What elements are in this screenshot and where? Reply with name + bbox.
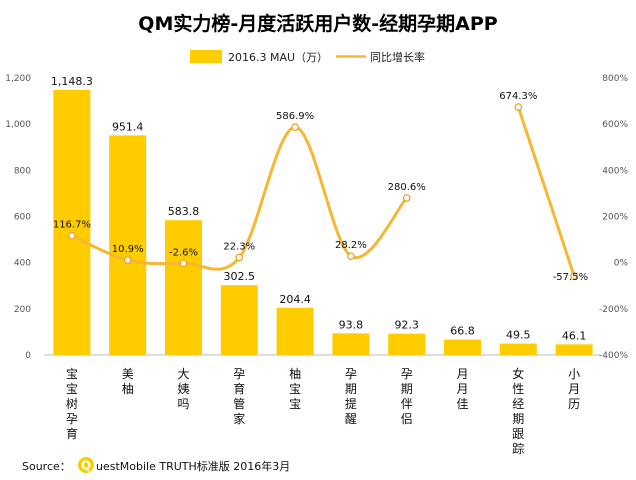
chart-title: QM实力榜-月度活跃用户数-经期孕期APP	[138, 12, 497, 35]
left-tick-label: 200	[14, 305, 31, 315]
category-label: 孕期伴侣	[401, 367, 413, 426]
growth-line-group: 116.7% 10.9% -2.6% 22.3% 586.9% 28.2% 280.6% 67…	[53, 91, 588, 283]
source-line: Source： Q uestMobile TRUTH标准版 2016年3月	[22, 457, 290, 473]
bar-value-label: 1,148.3	[51, 75, 93, 88]
left-tick-label: 0	[25, 351, 31, 361]
category-label: 宝宝树孕育	[66, 367, 78, 441]
bars-group	[53, 89, 593, 355]
bar-value-label: 204.4	[279, 293, 311, 306]
bar-labels-group: 1,148.3 951.4 583.8 302.5 204.4 93.8 92.3 66.8 4…	[51, 75, 586, 342]
growth-point	[347, 252, 355, 260]
growth-point	[123, 256, 132, 264]
category-label: 孕育管家	[233, 367, 245, 426]
bar	[555, 344, 593, 355]
left-tick-label: 800	[14, 166, 31, 176]
growth-label: 10.9%	[112, 244, 144, 255]
right-tick-label: -400%	[599, 351, 628, 361]
growth-label: 586.9%	[276, 111, 314, 122]
bar-value-label: 302.5	[224, 270, 256, 283]
right-tick-label: 800%	[602, 74, 628, 84]
growth-point	[179, 259, 188, 268]
legend: 2016.3 MAU（万） 同比增长率	[190, 50, 425, 64]
bar	[499, 343, 537, 355]
left-tick-label: 400	[14, 259, 31, 269]
category-label: 柚宝宝	[289, 366, 301, 411]
category-label: 孕期提醒	[345, 367, 357, 426]
growth-label: 280.6%	[388, 182, 426, 193]
growth-point	[514, 103, 523, 111]
growth-point	[402, 194, 411, 202]
bar	[388, 333, 426, 355]
right-axis: -400% -200% 0% 200% 400% 600% 800%	[599, 74, 628, 361]
growth-point	[68, 231, 76, 240]
growth-label: 28.2%	[335, 240, 367, 251]
bar-value-label: 49.5	[506, 329, 531, 342]
category-label: 美柚	[122, 367, 134, 396]
bar	[53, 89, 91, 355]
bar	[276, 307, 314, 355]
right-tick-label: 400%	[602, 166, 628, 176]
growth-label: -57.5%	[553, 272, 588, 283]
bar	[165, 220, 202, 355]
left-axis: 0 200 400 600 800 1,000 1,200	[5, 74, 31, 361]
right-tick-label: 0%	[614, 259, 629, 269]
growth-label: 22.3%	[223, 242, 255, 253]
growth-label: 674.3%	[499, 91, 537, 102]
category-label: 月月佳	[456, 367, 468, 411]
bar	[220, 285, 258, 355]
bar-value-label: 46.1	[562, 329, 587, 342]
legend-bar-swatch	[190, 50, 222, 63]
growth-line	[516, 105, 576, 278]
growth-label: 116.7%	[53, 220, 91, 231]
right-tick-label: 600%	[602, 120, 628, 130]
legend-line-label: 同比增长率	[370, 50, 425, 64]
left-tick-label: 1,200	[5, 74, 31, 84]
left-tick-label: 1,000	[5, 120, 31, 130]
category-label: 小月历	[568, 367, 580, 411]
bar	[332, 333, 370, 355]
left-tick-label: 600	[14, 213, 31, 223]
source-text: uestMobile TRUTH标准版 2016年3月	[96, 459, 290, 473]
bar-value-label: 93.8	[339, 318, 364, 331]
category-label: 大姨吗	[177, 367, 189, 411]
bar-value-label: 92.3	[394, 319, 419, 332]
growth-point	[291, 123, 299, 131]
bar-value-label: 66.8	[450, 325, 475, 338]
growth-point	[570, 272, 578, 280]
bar	[109, 135, 147, 355]
right-tick-label: 200%	[602, 213, 628, 223]
source-prefix: Source：	[22, 460, 71, 473]
category-labels-group: 宝宝树孕育 美柚 大姨吗 孕育管家 柚宝宝 孕期提醒 孕期伴侣 月月佳 女性经期跟踪 小月历	[66, 366, 580, 456]
questmobile-logo	[78, 457, 94, 473]
questmobile-logo-letter: Q	[81, 459, 91, 473]
category-label: 女性经期跟踪	[512, 366, 524, 456]
right-tick-label: -200%	[599, 305, 628, 315]
growth-label: -2.6%	[169, 247, 198, 258]
bar-value-label: 951.4	[112, 120, 144, 133]
bar	[444, 339, 481, 355]
legend-bar-label: 2016.3 MAU（万）	[228, 51, 328, 64]
growth-point	[235, 253, 244, 262]
bar-value-label: 583.8	[168, 205, 200, 218]
